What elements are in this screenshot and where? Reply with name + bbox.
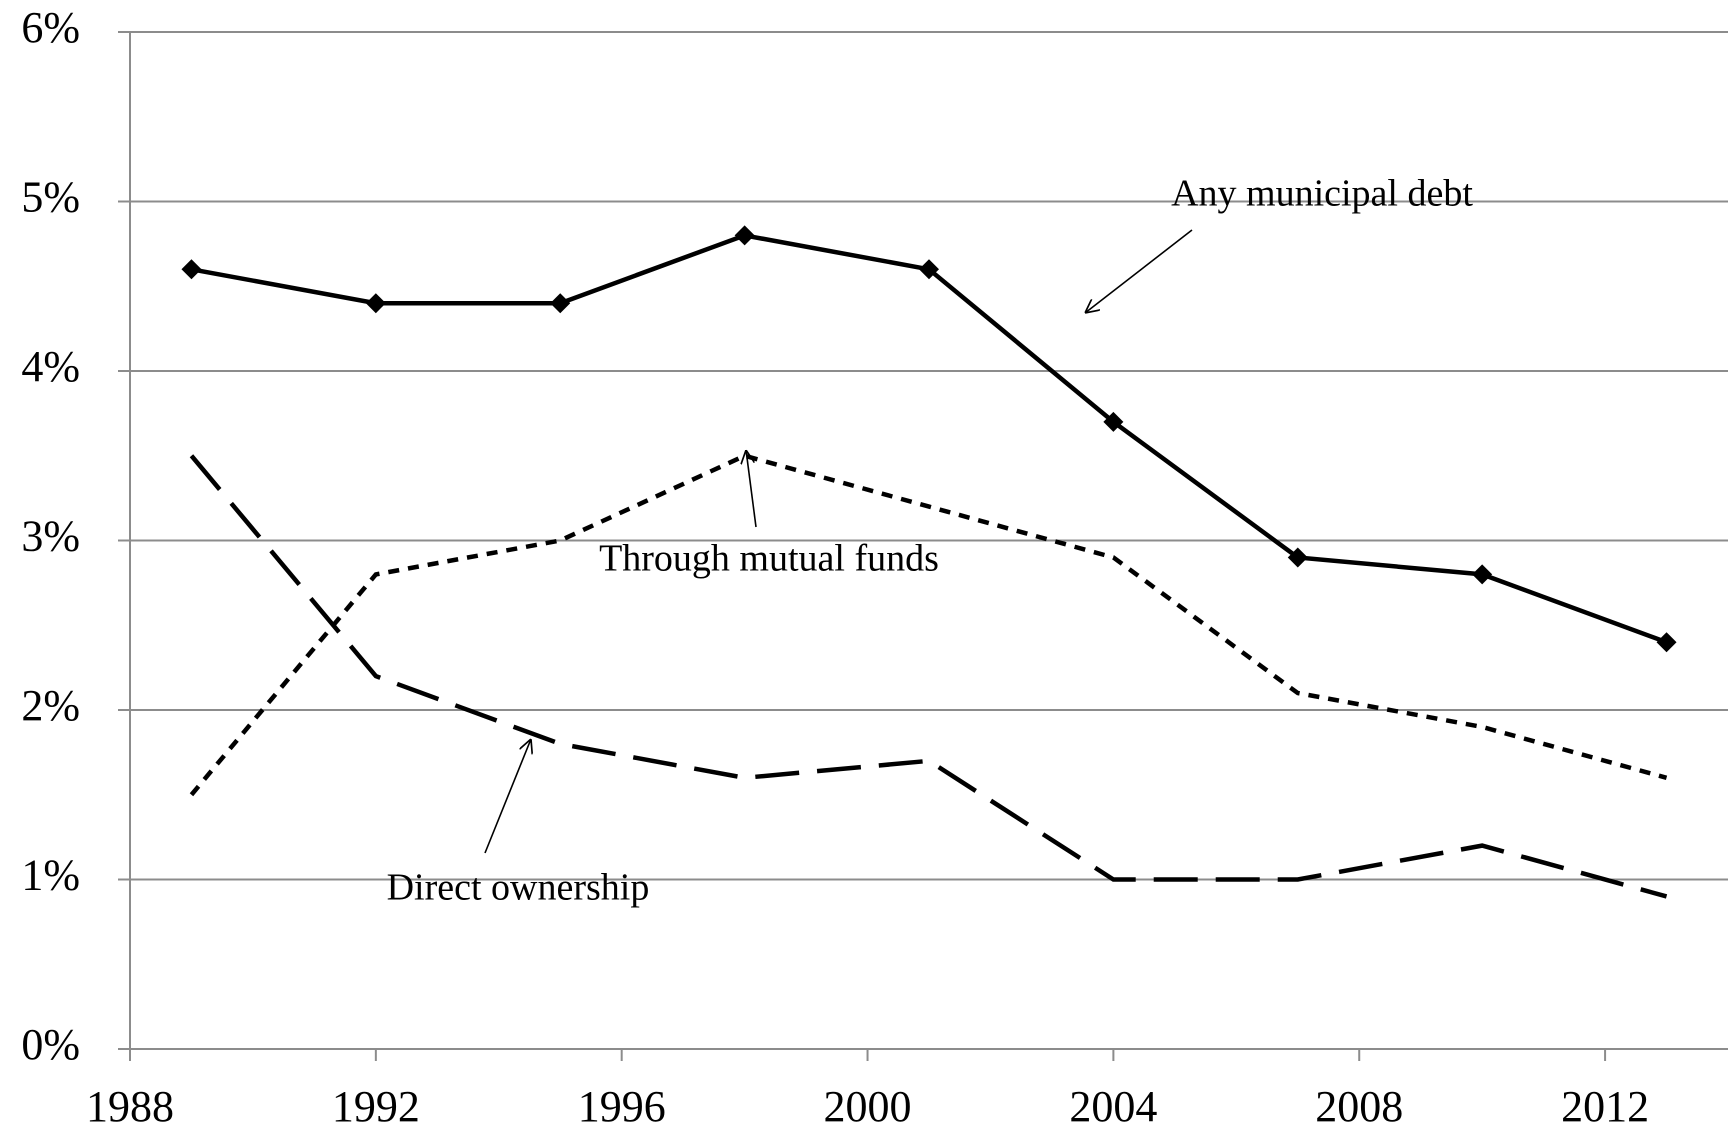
y-tick-label: 1% [21, 851, 80, 900]
point-marker [919, 259, 939, 280]
y-tick-label: 2% [21, 681, 80, 730]
series-line [191, 233, 1668, 645]
x-tick-label: 1988 [86, 1082, 174, 1131]
annotation-arrow [1085, 229, 1193, 313]
series-line [189, 454, 1668, 899]
point-marker [365, 293, 386, 314]
y-tick-label: 3% [21, 512, 80, 561]
point-marker [181, 259, 202, 280]
annotation: Through mutual funds [599, 538, 939, 580]
annotation-arrow [746, 450, 757, 528]
annotation-arrow [484, 739, 531, 854]
point-marker [734, 225, 755, 246]
point-marker [1656, 632, 1677, 653]
x-tick-label: 1996 [578, 1082, 666, 1131]
x-tick-label: 2000 [824, 1082, 912, 1131]
series-line [189, 453, 1668, 797]
point-marker [550, 293, 571, 314]
point-marker [1472, 564, 1493, 585]
point-marker [1103, 411, 1124, 432]
x-tick-label: 1992 [332, 1082, 420, 1131]
x-tick-label: 2012 [1561, 1082, 1649, 1131]
y-tick-label: 4% [21, 342, 80, 391]
y-tick-label: 5% [21, 173, 80, 222]
annotation: Any municipal debt [1171, 173, 1473, 215]
y-tick-label: 6% [21, 3, 80, 52]
x-tick-label: 2008 [1315, 1082, 1403, 1131]
point-marker [1287, 547, 1308, 568]
x-tick-label: 2004 [1069, 1082, 1157, 1131]
annotation: Direct ownership [387, 867, 650, 909]
y-tick-label: 0% [21, 1020, 80, 1069]
